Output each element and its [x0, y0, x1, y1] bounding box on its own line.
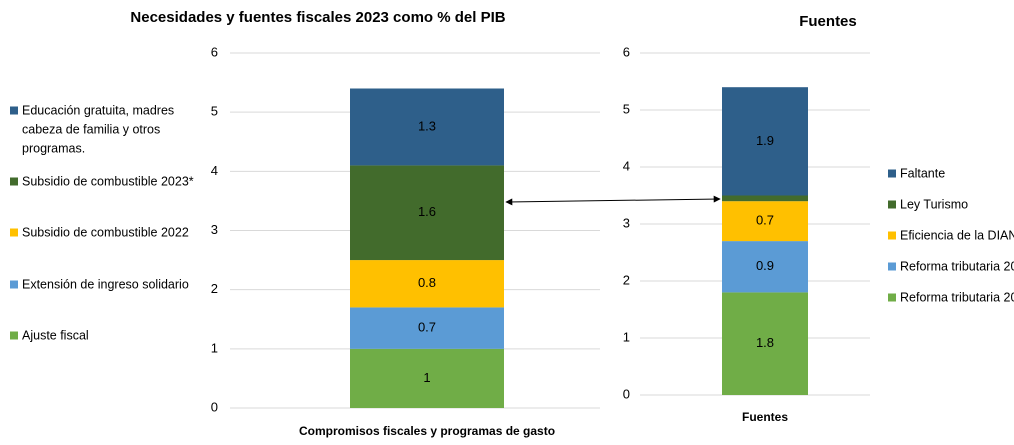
bar-segment: [350, 88, 504, 166]
legend-label: Educación gratuita, madres cabeza de fam…: [22, 103, 175, 156]
legend-item: Educación gratuita, madres cabeza de fam…: [10, 102, 215, 159]
chart-title: Fuentes: [799, 13, 857, 30]
y-tick-label: 6: [211, 44, 218, 59]
legend-swatch: [10, 228, 18, 237]
data-label: 1.8: [756, 335, 774, 350]
bar-segment: [722, 292, 808, 395]
legend-label: Ajuste fiscal: [22, 328, 89, 343]
data-label: 1.3: [418, 118, 436, 133]
legend-item: Reforma tributaria 2021: [888, 258, 1014, 277]
legend-swatch: [888, 231, 896, 240]
y-tick-label: 2: [623, 272, 630, 287]
data-label: 1.6: [418, 204, 436, 219]
y-tick-label: 6: [623, 44, 630, 59]
legend-item: Subsidio de combustible 2022: [10, 224, 215, 243]
data-label: 1: [423, 370, 430, 385]
bar-segment: [350, 348, 504, 408]
legend-item: Extensión de ingreso solidario: [10, 275, 215, 294]
bar-segment: [722, 201, 808, 242]
legend-item: Eficiencia de la DIAN: [888, 227, 1014, 246]
legend-label: Subsidio de combustible 2022: [22, 225, 189, 240]
legend-item: Ley Turismo: [888, 196, 1014, 215]
legend-label: Subsidio de combustible 2023*: [22, 174, 194, 188]
legend-label: Reforma tributaria 2022: [900, 290, 1014, 305]
connector-arrow: [505, 195, 721, 206]
legend-label: Ley Turismo: [900, 197, 969, 212]
bar-segment: [722, 195, 808, 202]
bar-segment: [350, 307, 504, 349]
y-tick-label: 4: [623, 158, 630, 173]
legend-swatch: [888, 293, 896, 302]
legend-swatch: [10, 331, 18, 340]
legend-item: Subsidio de combustible 2023*: [10, 172, 215, 191]
y-tick-label: 4: [211, 163, 218, 178]
legend-swatch: [888, 262, 896, 271]
data-label: 0.8: [418, 275, 436, 290]
data-label: 0.7: [756, 213, 774, 228]
bar-segment: [350, 165, 504, 261]
legend-item: Ajuste fiscal: [10, 327, 215, 346]
y-tick-label: 1: [211, 340, 218, 355]
y-tick-label: 3: [623, 215, 630, 230]
legend-label: Faltante: [900, 166, 946, 181]
legend-swatch: [888, 169, 896, 178]
y-tick-label: 2: [211, 281, 218, 296]
y-tick-label: 0: [623, 386, 630, 401]
data-label: 1.9: [756, 133, 774, 148]
bar-segment: [350, 260, 504, 308]
y-tick-label: 0: [211, 399, 218, 414]
bar-segment: [722, 87, 808, 196]
legend-label: Eficiencia de la DIAN: [900, 228, 1014, 243]
legend-item: Faltante: [888, 165, 1014, 184]
bar-segment: [722, 241, 808, 293]
y-tick-label: 3: [211, 222, 218, 237]
legend-swatch: [10, 177, 18, 185]
chart-title: Necesidades y fuentes fiscales 2023 como…: [130, 9, 505, 26]
legend-label: Extensión de ingreso solidario: [22, 277, 189, 291]
legend-swatch: [10, 106, 18, 115]
legend-swatch: [888, 200, 896, 209]
data-label: 0.7: [418, 320, 436, 335]
y-tick-label: 5: [623, 101, 630, 116]
legend-swatch: [10, 280, 18, 288]
x-tick-label: Compromisos fiscales y programas de gast…: [299, 424, 555, 438]
data-label: 0.9: [756, 258, 774, 273]
legend-item: Reforma tributaria 2022: [888, 289, 1014, 308]
legend-label: Reforma tributaria 2021: [900, 259, 1014, 274]
y-tick-label: 1: [623, 329, 630, 344]
y-tick-label: 5: [211, 104, 218, 119]
x-tick-label: Fuentes: [742, 410, 788, 424]
